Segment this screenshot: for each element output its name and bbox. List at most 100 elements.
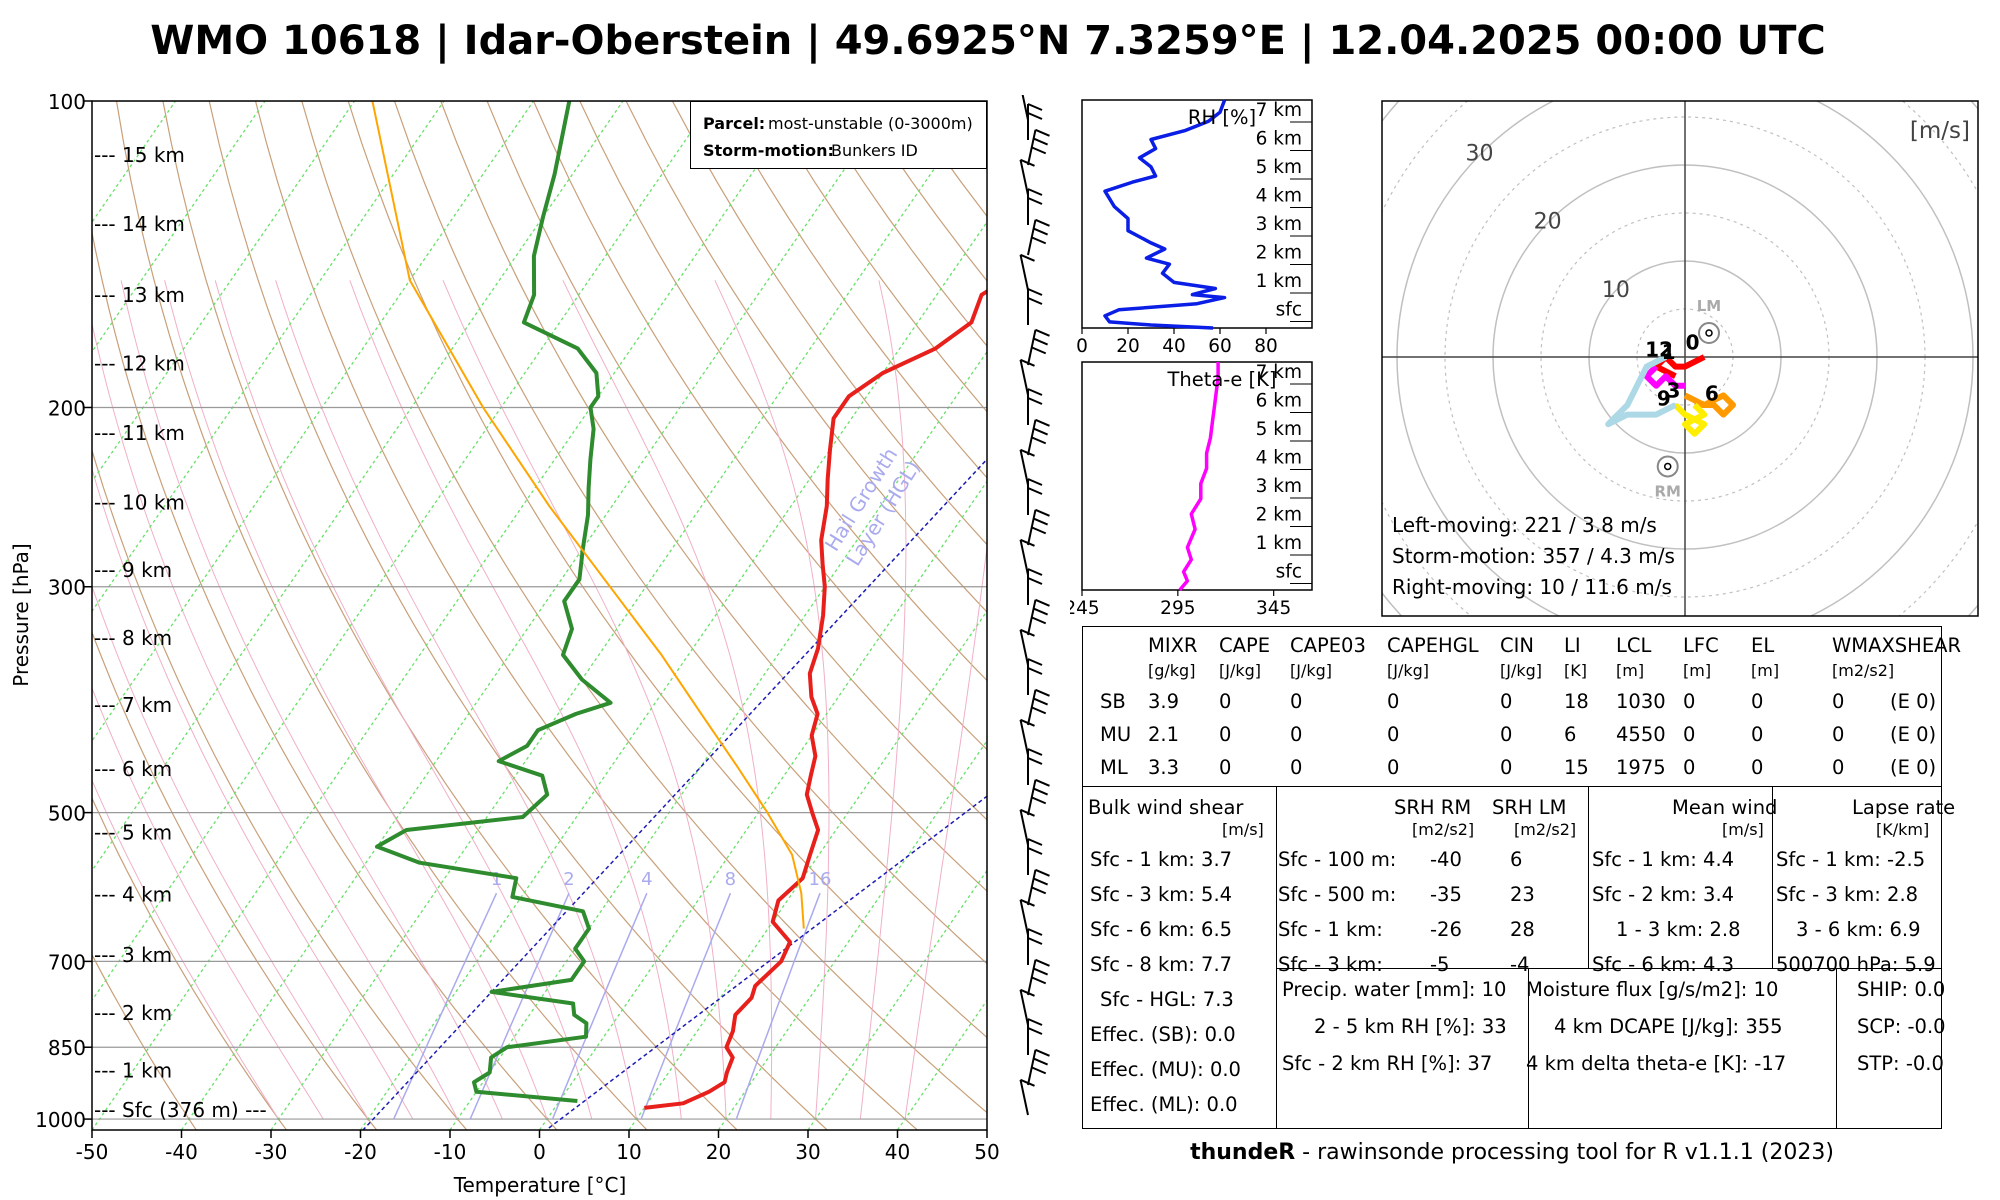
wind-barb [1021, 95, 1029, 121]
srh-lm: -4 [1510, 953, 1530, 976]
footer: thundeR - rawinsonde processing tool for… [1082, 1140, 1942, 1165]
barb-feather [1020, 1078, 1035, 1087]
table-top-box [1082, 626, 1942, 788]
dry-adiabat [810, 101, 987, 347]
panel-x-label: 60 [1208, 336, 1232, 357]
isotherm [92, 101, 266, 353]
p-tick-label: 300 [48, 576, 86, 600]
height-label: --- 11 km [94, 421, 185, 445]
dry-adiabat [92, 229, 558, 1130]
barb-feather [1027, 297, 1043, 305]
barb-feather [1027, 757, 1043, 765]
barb-feather [1027, 1018, 1043, 1026]
wind-barb [1019, 988, 1035, 1026]
height-label: --- 2 km [94, 1001, 172, 1025]
level-label: 5 km [1256, 419, 1302, 440]
p-tick-label: 100 [48, 90, 86, 114]
param-header: EL [1751, 634, 1775, 657]
hgl-line [544, 795, 987, 1130]
mean-row: 1 - 3 km: 2.8 [1616, 918, 1741, 941]
param-value: 0 [1219, 690, 1232, 713]
skewt-frame [91, 100, 988, 1131]
isotherm [180, 101, 893, 1130]
theta-e-panel: 7 km 6 km 5 km 4 km 3 km 2 km 1 km sfc 245 295 345… [1070, 361, 1313, 619]
bulk-row: Sfc - 6 km: 6.5 [1090, 918, 1233, 941]
barb-feather [1027, 928, 1043, 936]
dry-adiabat [92, 953, 197, 1130]
wind-barb [1027, 288, 1043, 325]
moist-adiabat [92, 467, 414, 1120]
bulk-unit: [m/s] [1222, 820, 1264, 839]
lapse-rate-box [1772, 786, 1942, 970]
dry-adiabat [440, 101, 987, 892]
panel-x-label: 20 [1116, 336, 1140, 357]
param-unit: [m2/s2] [1832, 661, 1895, 680]
wind-barb [1019, 808, 1035, 846]
wind-barb [1027, 868, 1050, 906]
wind-barb [1027, 188, 1043, 225]
wind-barb [1027, 478, 1043, 515]
wind-barb [1027, 568, 1043, 605]
skewt-xlabel: Temperature [°C] [453, 1173, 627, 1197]
param-value: 1975 [1616, 756, 1666, 779]
srh-rm: -5 [1430, 953, 1450, 976]
barb-feather [1035, 128, 1050, 137]
mixing-ratio-line [393, 892, 498, 1120]
barb-feather [1027, 103, 1043, 111]
param-unit: [m] [1751, 661, 1780, 680]
hodo-ring-label: 40 [1397, 95, 1425, 98]
barb-feather [1035, 958, 1050, 967]
param-value: 0 [1290, 723, 1303, 746]
barb-feather [1033, 697, 1049, 706]
param-value: 0 [1290, 756, 1303, 779]
wind-barb [1027, 1048, 1050, 1086]
dry-adiabat [718, 101, 987, 479]
srh-label: Sfc - 500 m: [1278, 883, 1397, 906]
barb-feather [1035, 1048, 1050, 1057]
barb-feather [1027, 288, 1043, 296]
moist-adiabat [442, 280, 727, 1120]
param-value: 3.9 [1148, 690, 1180, 713]
barb-feather [1020, 158, 1035, 167]
hodo-left-moving: Left-moving: 221 / 3.8 m/s [1392, 513, 1657, 537]
mixing-ratio-line [735, 892, 821, 1120]
parcel-key: Parcel: [703, 114, 766, 133]
x-tick-label: -30 [255, 1140, 288, 1164]
height-label: --- 15 km [94, 143, 185, 167]
hodo-storm-motion: Storm-motion: 357 / 4.3 m/s [1392, 544, 1675, 568]
bulk-shear-box [1082, 786, 1278, 1129]
height-mark: 12 [1645, 337, 1673, 361]
param-value: 0 [1387, 756, 1400, 779]
param-header: WMAXSHEAR [1832, 634, 1962, 657]
theta-frame [1081, 361, 1313, 591]
moist-adiabat [164, 280, 548, 1120]
moisture-row: Precip. water [mm]: 10 [1282, 978, 1507, 1001]
level-label: 3 km [1256, 476, 1302, 497]
dry-adiabat [532, 101, 987, 751]
isotherm [92, 101, 624, 872]
isotherm [449, 350, 987, 1130]
wind-barb [1019, 538, 1035, 576]
storm-marker-dot [1663, 462, 1672, 471]
param-unit: [g/kg] [1148, 661, 1196, 680]
hodo-info: Left-moving: 221 / 3.8 m/s Storm-motion:… [1392, 513, 1675, 599]
p-tick-label: 700 [48, 950, 86, 974]
level-label: 3 km [1256, 214, 1302, 235]
wind-barb [1027, 688, 1050, 726]
wind-barb [1027, 418, 1050, 456]
barb-feather [1033, 787, 1049, 796]
lapse-row: Sfc - 3 km: 2.8 [1776, 883, 1919, 906]
barb-feather [1031, 796, 1047, 805]
x-tick-label: -20 [344, 1140, 377, 1164]
param-value: 0 [1751, 690, 1764, 713]
level-label: 4 km [1256, 186, 1302, 207]
param-value: 0 [1219, 723, 1232, 746]
hodo-segment [1683, 392, 1736, 418]
flux-row: 4 km delta theta-e [K]: -17 [1526, 1052, 1787, 1075]
wind-barbs [1019, 95, 1050, 1116]
srh-label: Sfc - 3 km: [1278, 953, 1383, 976]
barb-feather [1031, 346, 1047, 355]
param-value: 0 [1683, 756, 1696, 779]
moist-adiabat [275, 280, 637, 1120]
dry-adiabat [671, 101, 987, 546]
